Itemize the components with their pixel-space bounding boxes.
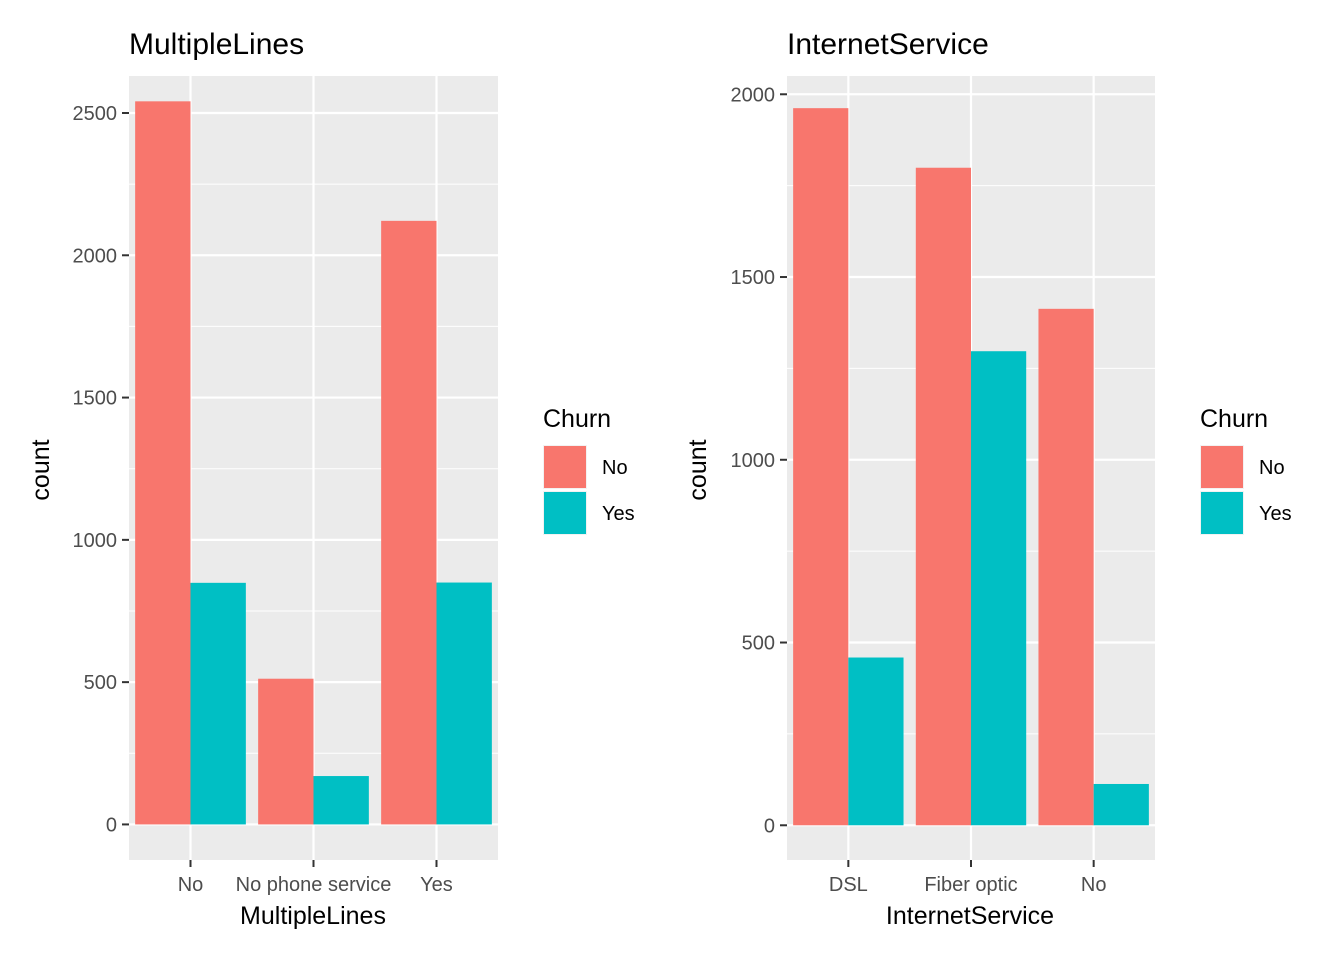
x-tick-label: No phone service (236, 874, 392, 896)
y-axis-title: count (27, 439, 55, 500)
bar-yes-yes (436, 582, 492, 825)
y-tick-label: 2500 (73, 103, 118, 125)
y-tick-label: 1500 (73, 388, 118, 410)
legend-swatch-yes (1201, 492, 1243, 534)
bar-no-phone-service-no (258, 678, 314, 825)
bar-dsl-no (793, 108, 849, 826)
bar-yes-no (381, 220, 437, 825)
y-tick-label: 2000 (73, 245, 118, 267)
legend-label-yes: Yes (602, 503, 635, 525)
legend-swatch-yes (544, 492, 586, 534)
legend-title: Churn (1200, 405, 1268, 433)
legend-title: Churn (543, 405, 611, 433)
y-tick-label: 1000 (73, 530, 118, 552)
bars (793, 108, 1149, 826)
legend-label-yes: Yes (1259, 503, 1292, 525)
y-axis-title: count (684, 439, 712, 500)
bar-no-phone-service-yes (313, 776, 369, 825)
y-axis: 0 500 1000 1500 2000 2500 (73, 103, 129, 836)
y-axis: 0 500 1000 1500 2000 (731, 84, 787, 837)
bar-no-yes (190, 582, 246, 825)
bar-dsl-yes (848, 657, 904, 826)
y-tick-label: 500 (742, 633, 775, 655)
legend: No Yes (543, 445, 635, 535)
x-axis: DSL Fiber optic No (829, 860, 1107, 896)
chart-title: MultipleLines (129, 28, 304, 61)
x-axis-title: InternetService (886, 902, 1054, 930)
x-tick-label: No (178, 874, 204, 896)
y-tick-label: 1000 (731, 450, 776, 472)
x-tick-label: No (1081, 874, 1107, 896)
legend-swatch-no (1201, 446, 1243, 488)
x-axis: No No phone service Yes (178, 860, 453, 896)
y-tick-label: 2000 (731, 84, 776, 106)
bars (135, 101, 492, 825)
x-tick-label: Yes (420, 874, 453, 896)
bar-fiber-optic-no (915, 167, 971, 826)
legend-label-no: No (602, 457, 628, 479)
x-tick-label: Fiber optic (924, 874, 1017, 896)
bar-fiber-optic-yes (971, 351, 1027, 826)
y-tick-label: 0 (106, 814, 117, 836)
multiplelines-chart: MultipleLines MultipleLines count Churn … (27, 28, 635, 930)
legend-label-no: No (1259, 457, 1285, 479)
internetservice-chart: InternetService InternetService count Ch… (684, 28, 1292, 930)
legend: No Yes (1200, 445, 1292, 535)
x-tick-label: DSL (829, 874, 868, 896)
legend-swatch-no (544, 446, 586, 488)
x-axis-title: MultipleLines (240, 902, 386, 930)
y-tick-label: 500 (84, 672, 117, 694)
chart-title: InternetService (787, 28, 989, 61)
bar-no-yes (1093, 783, 1149, 826)
y-tick-label: 0 (764, 815, 775, 837)
bar-no-no (1038, 308, 1094, 826)
y-tick-label: 1500 (731, 267, 776, 289)
bar-no-no (135, 101, 191, 825)
